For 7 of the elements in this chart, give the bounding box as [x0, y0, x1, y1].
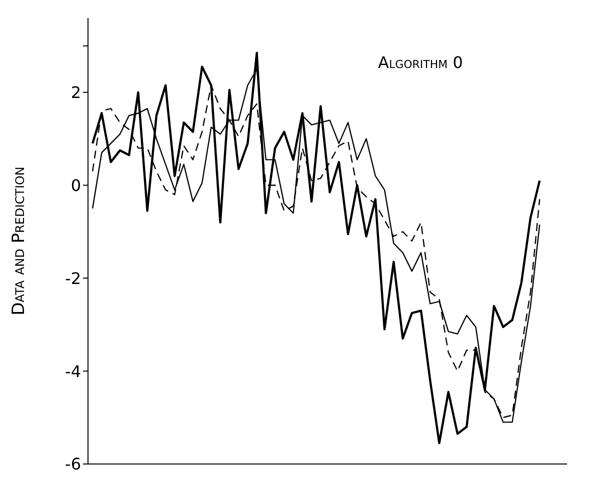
y-tick-label: -4 — [65, 362, 81, 381]
y-tick-label: -6 — [65, 454, 81, 474]
y-tick-label: -2 — [65, 268, 81, 288]
y-tick-label: 0 — [70, 176, 81, 195]
text: Algorithm 0 — [378, 53, 463, 72]
y-axis-title: Data and Prediction — [9, 166, 30, 316]
y-tick-label: 2 — [70, 83, 81, 102]
